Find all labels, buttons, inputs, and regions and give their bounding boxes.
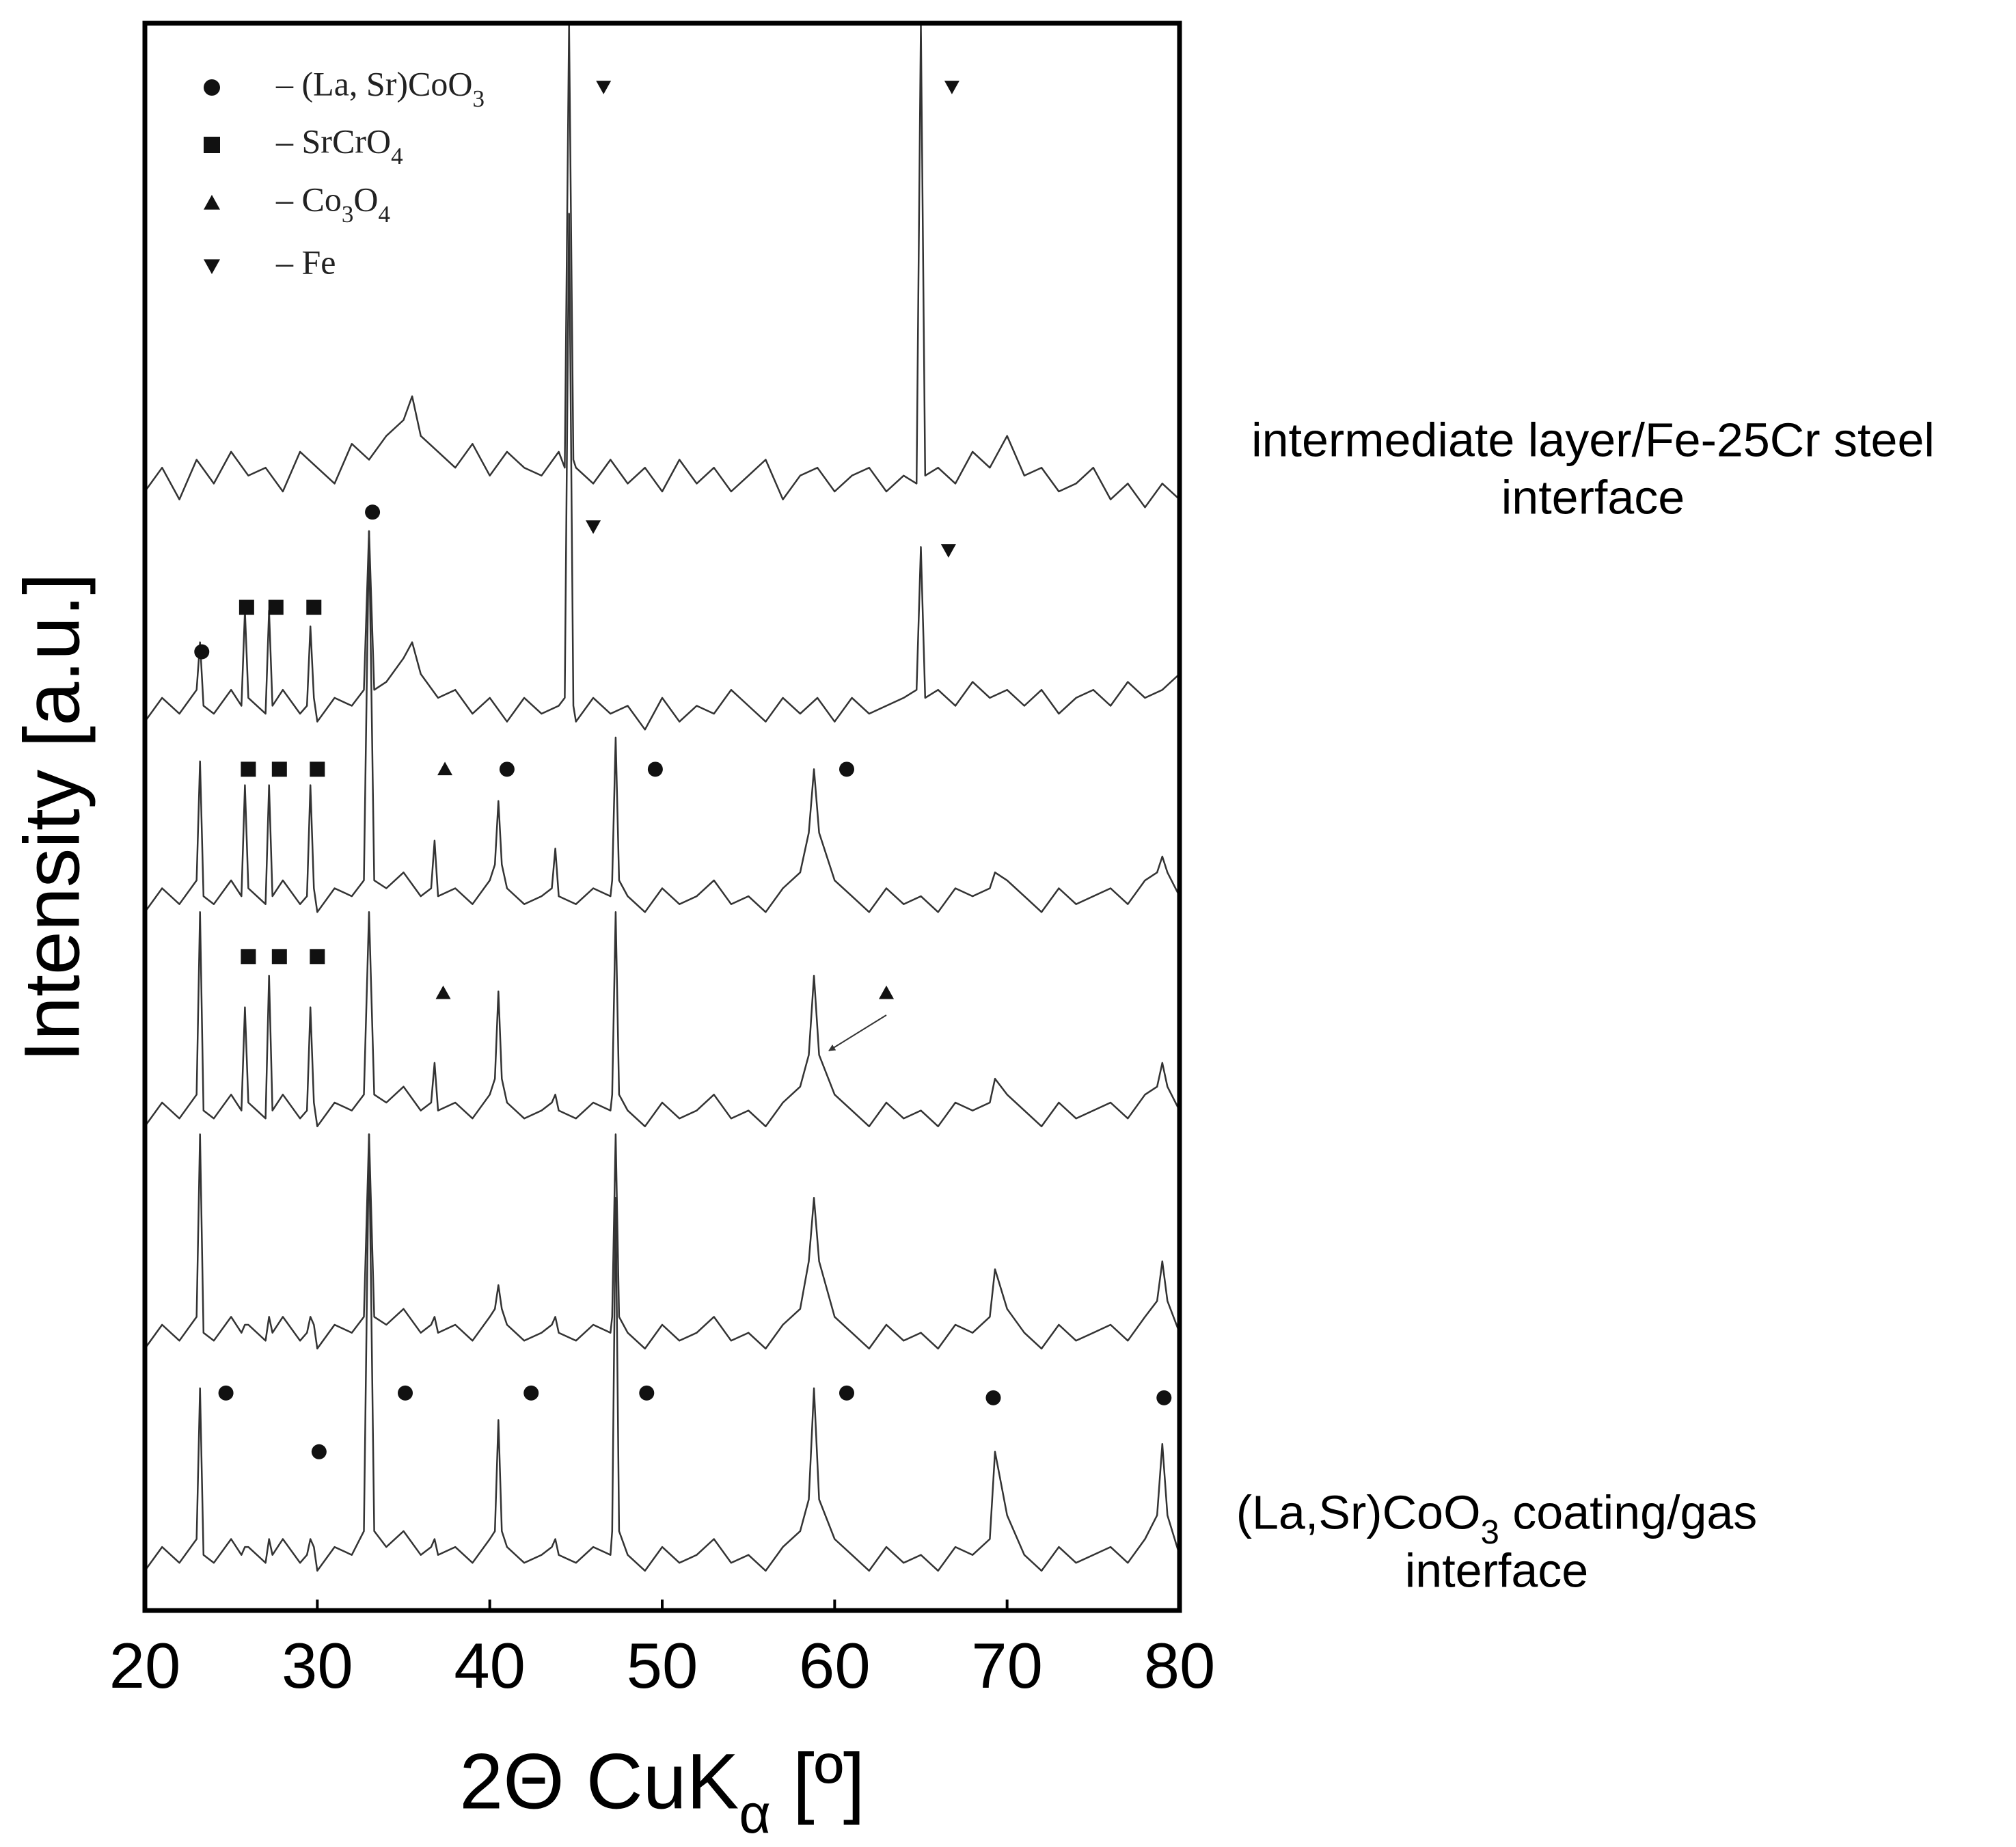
phase-marker bbox=[310, 761, 325, 777]
x-tick-label: 60 bbox=[799, 1630, 871, 1701]
phase-marker bbox=[437, 761, 453, 776]
phase-marker bbox=[879, 985, 895, 999]
legend-symbol bbox=[204, 259, 220, 274]
phase-marker bbox=[306, 599, 322, 615]
phase-marker bbox=[365, 504, 381, 520]
legend-symbol bbox=[204, 79, 220, 96]
phase-marker bbox=[310, 949, 325, 965]
phase-marker bbox=[271, 949, 287, 965]
phase-marker bbox=[241, 949, 256, 965]
phase-marker bbox=[194, 644, 210, 660]
xrd-trace bbox=[144, 213, 1180, 731]
trace-annotation: interface bbox=[1405, 1543, 1588, 1597]
legend-symbol bbox=[204, 137, 220, 153]
phase-marker bbox=[398, 1385, 413, 1401]
legend-label: – Fe bbox=[275, 243, 336, 281]
phase-marker bbox=[499, 761, 515, 777]
phase-marker bbox=[596, 81, 612, 94]
xrd-trace bbox=[144, 1133, 1181, 1572]
phase-marker bbox=[586, 520, 601, 535]
x-tick-label: 20 bbox=[109, 1630, 181, 1701]
phase-marker bbox=[268, 599, 284, 615]
phase-marker bbox=[239, 599, 254, 615]
pointer-arrow bbox=[828, 1014, 887, 1051]
x-tick-label: 50 bbox=[627, 1630, 698, 1701]
xrd-trace bbox=[144, 1133, 1181, 1350]
phase-marker bbox=[271, 761, 287, 777]
phase-marker bbox=[985, 1390, 1001, 1405]
x-tick-label: 80 bbox=[1144, 1630, 1216, 1701]
phase-marker bbox=[839, 1385, 854, 1401]
phase-marker bbox=[435, 985, 451, 999]
x-tick-label: 70 bbox=[971, 1630, 1043, 1701]
phase-marker bbox=[523, 1385, 539, 1401]
trace-annotation: interface bbox=[1501, 470, 1685, 524]
x-tick-label: 40 bbox=[454, 1630, 526, 1701]
phase-marker bbox=[241, 761, 256, 777]
x-tick-label: 30 bbox=[282, 1630, 353, 1701]
phase-marker bbox=[647, 761, 663, 777]
trace-annotation: intermediate layer/Fe-25Cr steel bbox=[1251, 413, 1935, 466]
phase-marker bbox=[839, 761, 854, 777]
phase-marker bbox=[311, 1444, 327, 1459]
phase-marker bbox=[218, 1385, 234, 1401]
phase-marker bbox=[944, 81, 959, 94]
xrd-trace bbox=[144, 22, 1180, 509]
y-axis-title: Intensity [a.u.] bbox=[8, 573, 96, 1062]
phase-marker bbox=[1156, 1390, 1172, 1405]
phase-marker bbox=[639, 1385, 655, 1401]
xrd-trace bbox=[144, 530, 1181, 913]
xrd-trace bbox=[144, 911, 1181, 1128]
phase-marker bbox=[940, 544, 956, 558]
legend-symbol bbox=[204, 195, 220, 210]
